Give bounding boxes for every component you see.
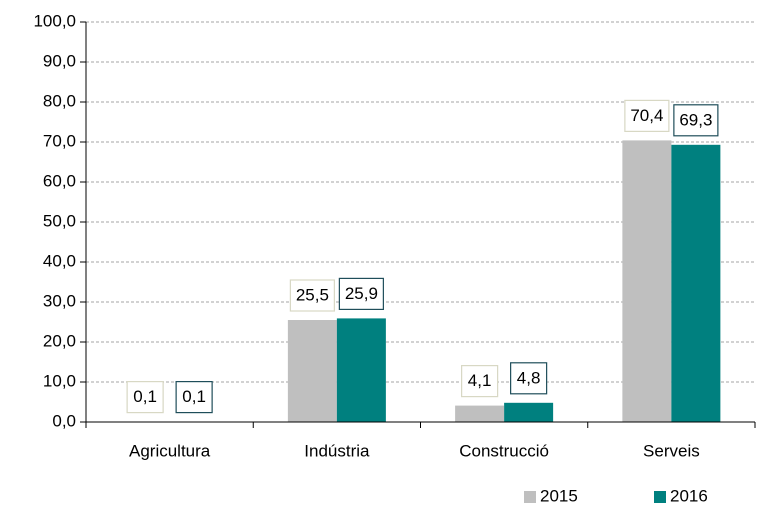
value-label: 25,5 [296, 285, 329, 304]
y-tick-label: 100,0 [33, 11, 76, 30]
value-label: 0,1 [182, 387, 206, 406]
value-label: 70,4 [630, 106, 663, 125]
bar [455, 405, 505, 422]
bar [671, 144, 721, 423]
value-label-box [338, 277, 384, 310]
value-label: 69,3 [679, 110, 712, 129]
value-label: 4,8 [517, 368, 541, 387]
value-label-box [126, 381, 164, 414]
value-label-box [673, 104, 719, 137]
y-tick-label: 40,0 [43, 251, 76, 270]
legend-label: 2016 [670, 486, 708, 505]
value-label-box [510, 362, 548, 395]
value-label: 25,9 [345, 284, 378, 303]
y-tick-label: 10,0 [43, 371, 76, 390]
legend-swatch [524, 491, 536, 503]
value-label-box [624, 99, 670, 133]
value-label-box [289, 279, 335, 312]
legend-label: 2015 [540, 486, 578, 505]
value-label-box [175, 381, 213, 414]
y-tick-label: 90,0 [43, 51, 76, 70]
value-label: 0,1 [133, 387, 157, 406]
value-label: 4,1 [468, 371, 492, 390]
x-tick-label: Construcció [459, 441, 549, 460]
bar [287, 320, 337, 422]
bar [336, 318, 386, 422]
bar [622, 140, 672, 422]
y-tick-label: 30,0 [43, 291, 76, 310]
y-tick-label: 50,0 [43, 211, 76, 230]
x-tick-label: Serveis [643, 441, 700, 460]
y-tick-label: 70,0 [43, 131, 76, 150]
y-tick-label: 60,0 [43, 171, 76, 190]
y-tick-label: 20,0 [43, 331, 76, 350]
x-tick-label: Agricultura [129, 441, 211, 460]
y-tick-label: 0,0 [52, 411, 76, 430]
legend-swatch [654, 491, 666, 503]
bar [504, 402, 554, 422]
value-label-box [461, 365, 499, 398]
x-tick-label: Indústria [304, 441, 370, 460]
y-tick-label: 80,0 [43, 91, 76, 110]
